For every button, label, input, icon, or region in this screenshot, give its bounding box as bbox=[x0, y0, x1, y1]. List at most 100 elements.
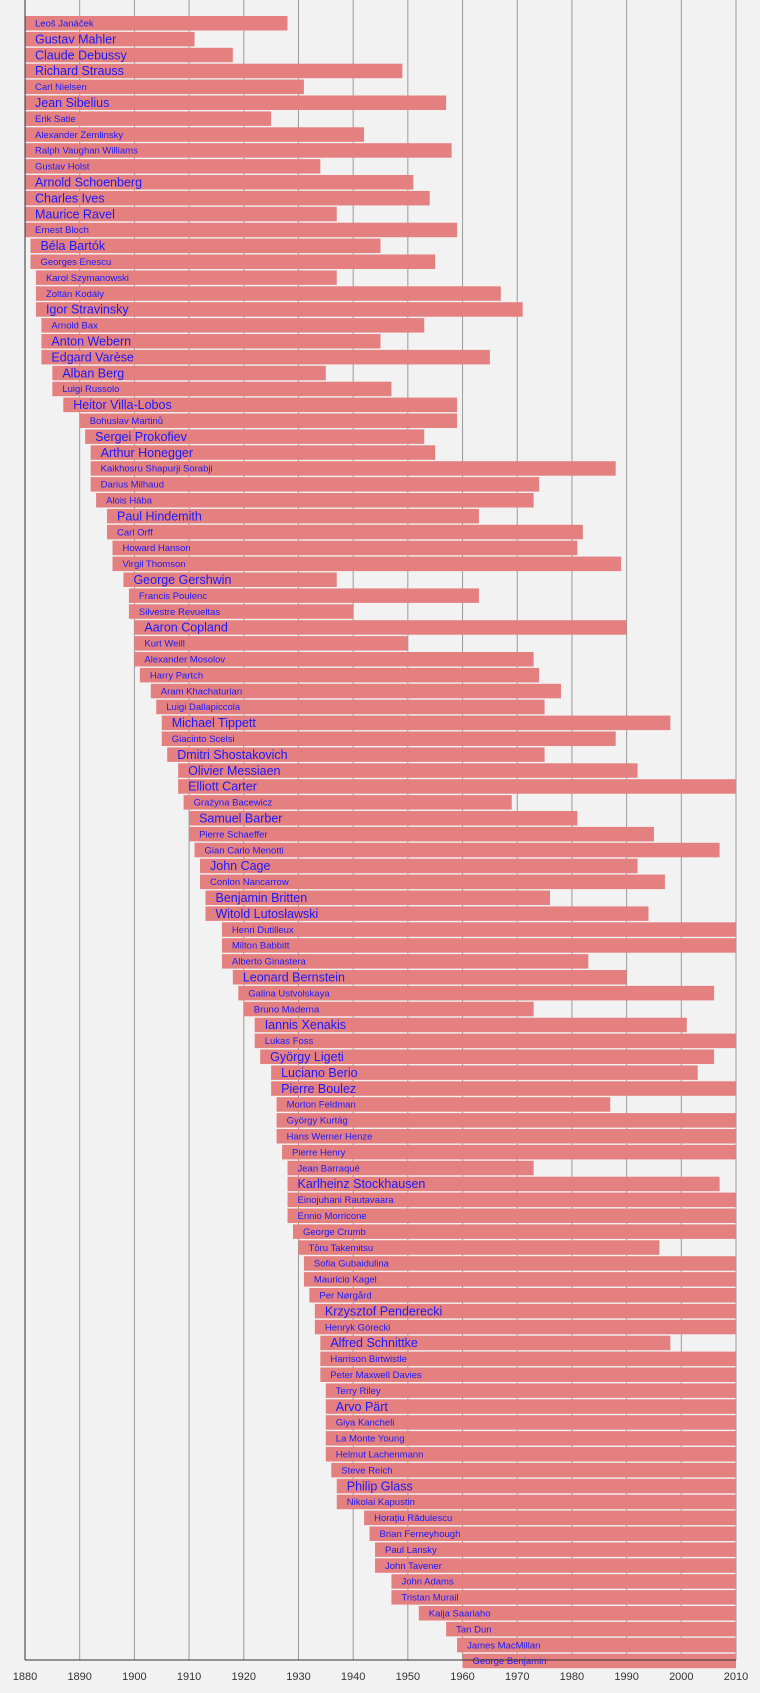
bar bbox=[90, 477, 540, 492]
bar-label: Giacinto Scelsi bbox=[172, 734, 235, 745]
bar bbox=[41, 349, 490, 365]
bar bbox=[128, 588, 479, 603]
bar-label: John Tavener bbox=[385, 1561, 442, 1572]
bar bbox=[52, 365, 326, 381]
bar bbox=[63, 397, 458, 413]
bar bbox=[457, 1637, 736, 1653]
bar bbox=[139, 667, 540, 683]
x-tick-label: 1900 bbox=[122, 1671, 146, 1683]
bar-label: Dmitri Shostakovich bbox=[177, 748, 287, 762]
bar bbox=[25, 111, 272, 126]
bar bbox=[25, 206, 337, 222]
bar-label: Karlheinz Stockhausen bbox=[298, 1177, 426, 1191]
bar-label: Kurt Weill bbox=[144, 639, 184, 650]
bar bbox=[35, 270, 337, 285]
bar-label: Sergei Prokofiev bbox=[95, 430, 187, 444]
bar-label: Harrison Birtwistle bbox=[330, 1354, 407, 1365]
x-tick-label: 2010 bbox=[724, 1671, 748, 1683]
bar bbox=[298, 1240, 660, 1255]
bar bbox=[254, 1033, 736, 1049]
bar bbox=[369, 1526, 736, 1541]
bar-label: Georges Enescu bbox=[40, 257, 111, 268]
bar bbox=[194, 842, 720, 858]
bar-label: Arthur Honegger bbox=[101, 446, 193, 460]
bar bbox=[325, 1431, 736, 1446]
bar-label: Morton Feldman bbox=[287, 1100, 356, 1111]
bar-label: Charles Ives bbox=[35, 191, 104, 205]
bar bbox=[309, 1288, 736, 1303]
bar-label: Galina Ustvolskaya bbox=[248, 988, 330, 999]
bar bbox=[25, 222, 458, 238]
bar-label: Luigi Russolo bbox=[62, 384, 119, 395]
bar-label: Carl Nielsen bbox=[35, 82, 87, 93]
bar-label: Giya Kancheli bbox=[336, 1418, 395, 1429]
bar bbox=[96, 493, 534, 508]
bar-label: Alberto Ginastera bbox=[232, 957, 307, 968]
bar-label: Ernest Bloch bbox=[35, 225, 89, 236]
bar-label: George Benjamin bbox=[473, 1656, 547, 1667]
bar-label: Aram Khachaturian bbox=[161, 686, 242, 697]
bar-label: George Crumb bbox=[303, 1227, 366, 1238]
bar-label: Anton Webern bbox=[51, 335, 131, 349]
bar-label: Peter Maxwell Davies bbox=[330, 1370, 422, 1381]
x-tick-label: 1960 bbox=[450, 1671, 474, 1683]
bar bbox=[35, 302, 523, 317]
bar-label: John Adams bbox=[401, 1577, 454, 1588]
bar bbox=[325, 1415, 736, 1430]
bar-label: Gustav Holst bbox=[35, 162, 90, 173]
bar bbox=[25, 31, 195, 47]
bar-label: Brian Ferneyhough bbox=[380, 1529, 461, 1540]
bar bbox=[35, 286, 501, 301]
x-tick-label: 1950 bbox=[396, 1671, 420, 1683]
bar bbox=[30, 254, 436, 269]
bar-label: Erik Satie bbox=[35, 114, 76, 125]
bar-label: Claude Debussy bbox=[35, 48, 127, 62]
bar bbox=[314, 1303, 736, 1319]
bar bbox=[25, 79, 304, 95]
bar-label: Grażyna Bacewicz bbox=[194, 798, 273, 809]
bar-labels: Leoš Janáček Gustav Mahler Claude Debussy R… bbox=[35, 19, 546, 1668]
bar bbox=[260, 1049, 715, 1064]
bar bbox=[276, 1129, 736, 1144]
bar bbox=[25, 47, 233, 63]
bar-label: Lukas Foss bbox=[265, 1036, 314, 1047]
bar bbox=[25, 127, 365, 142]
bar-label: Conlon Nancarrow bbox=[210, 877, 289, 888]
bar-label: Pierre Schaeffer bbox=[199, 829, 267, 840]
bar bbox=[287, 1160, 534, 1176]
x-tick-label: 1880 bbox=[13, 1671, 37, 1683]
bar bbox=[287, 1208, 736, 1223]
bar-label: Bruno Maderna bbox=[254, 1004, 320, 1015]
bar-label: La Monte Young bbox=[336, 1434, 405, 1445]
bar bbox=[314, 1319, 736, 1335]
bar bbox=[221, 922, 736, 937]
bar-label: Nikolai Kapustin bbox=[347, 1497, 415, 1508]
bar-label: Mauricio Kagel bbox=[314, 1275, 377, 1286]
bar bbox=[134, 652, 534, 667]
bar bbox=[25, 63, 403, 79]
bar-label: Richard Strauss bbox=[35, 64, 124, 78]
bar-label: Edgard Varèse bbox=[51, 350, 134, 364]
bar-label: Igor Stravinsky bbox=[46, 303, 129, 317]
bar-label: Karol Szymanowski bbox=[46, 273, 129, 284]
bar bbox=[271, 1081, 736, 1096]
bar bbox=[178, 779, 737, 794]
bar bbox=[462, 1653, 736, 1669]
bar bbox=[189, 826, 654, 842]
bar bbox=[375, 1542, 736, 1557]
bar bbox=[200, 858, 638, 874]
bar-label: Heitor Villa-Lobos bbox=[73, 398, 171, 412]
bar bbox=[446, 1621, 736, 1637]
bar-label: Pierre Boulez bbox=[281, 1082, 356, 1096]
bar-label: Carl Orff bbox=[117, 527, 153, 538]
bar bbox=[238, 985, 715, 1001]
bar-label: Krzysztof Penderecki bbox=[325, 1304, 442, 1318]
bar-label: Kaikhosru Shapurji Sorabji bbox=[101, 464, 213, 475]
bar-label: Henri Dutilleux bbox=[232, 925, 294, 936]
bar bbox=[25, 16, 288, 31]
bar-label: John Cage bbox=[210, 859, 271, 873]
bar bbox=[375, 1558, 736, 1573]
bar bbox=[150, 683, 561, 699]
x-tick-label: 2000 bbox=[669, 1671, 693, 1683]
